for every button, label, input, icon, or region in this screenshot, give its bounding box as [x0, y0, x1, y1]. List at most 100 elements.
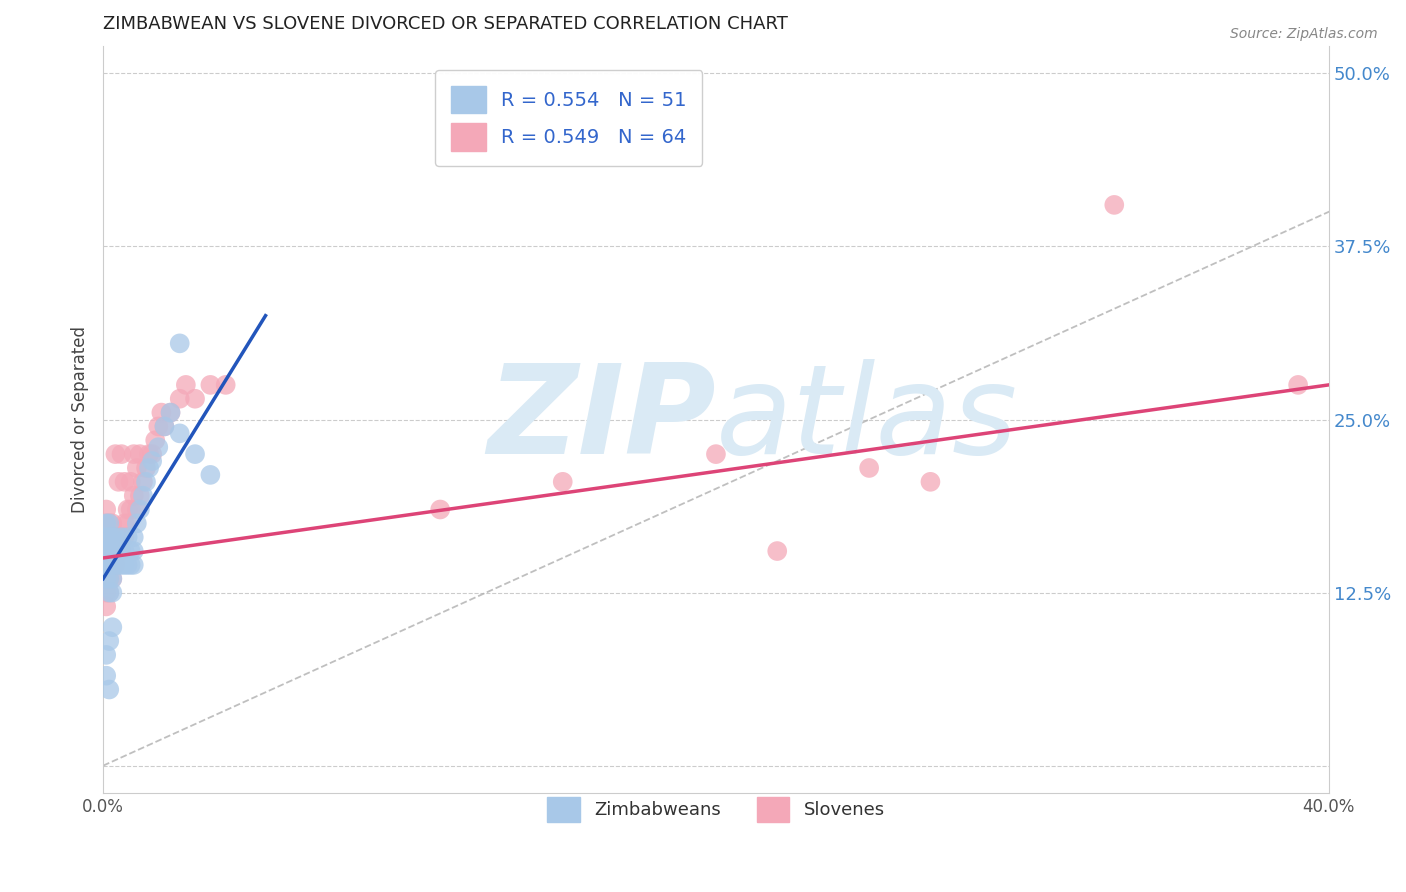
Point [551, 475, 574, 489]
Point [169, 392, 191, 406]
Point [184, 447, 207, 461]
Point [96, 572, 118, 586]
Point [159, 406, 181, 420]
Point [101, 558, 124, 572]
Point [200, 377, 222, 392]
Point [114, 558, 136, 572]
Point [98, 572, 121, 586]
Point [174, 377, 197, 392]
Point [766, 544, 789, 558]
Point [98, 585, 121, 599]
Point [141, 454, 163, 468]
Point [104, 558, 127, 572]
Point [920, 475, 942, 489]
Point [169, 336, 191, 351]
Point [120, 502, 142, 516]
Point [101, 544, 124, 558]
Point [125, 461, 148, 475]
Point [120, 544, 142, 558]
Point [96, 544, 118, 558]
Point [96, 648, 118, 662]
Point [132, 489, 155, 503]
Point [107, 530, 129, 544]
Point [132, 475, 155, 489]
Point [135, 461, 157, 475]
Point [98, 585, 121, 599]
Point [98, 516, 121, 531]
Point [101, 572, 124, 586]
Point [114, 530, 136, 544]
Point [107, 544, 129, 558]
Point [96, 558, 118, 572]
Point [101, 585, 124, 599]
Point [215, 377, 238, 392]
Point [96, 516, 118, 531]
Point [96, 530, 118, 544]
Legend: Zimbabweans, Slovenes: Zimbabweans, Slovenes [533, 782, 900, 837]
Point [98, 530, 121, 544]
Point [117, 530, 139, 544]
Point [101, 516, 124, 531]
Point [117, 516, 139, 531]
Point [122, 530, 145, 544]
Point [858, 461, 880, 475]
Text: atlas: atlas [716, 359, 1018, 480]
Point [153, 419, 176, 434]
Point [120, 558, 142, 572]
Point [114, 516, 136, 531]
Point [98, 558, 121, 572]
Point [114, 475, 136, 489]
Point [1286, 377, 1309, 392]
Point [96, 530, 118, 544]
Point [159, 406, 181, 420]
Point [129, 447, 152, 461]
Point [129, 502, 152, 516]
Text: ZIMBABWEAN VS SLOVENE DIVORCED OR SEPARATED CORRELATION CHART: ZIMBABWEAN VS SLOVENE DIVORCED OR SEPARA… [103, 15, 787, 33]
Point [110, 544, 132, 558]
Point [104, 558, 127, 572]
Point [96, 502, 118, 516]
Point [114, 544, 136, 558]
Point [138, 447, 160, 461]
Point [98, 544, 121, 558]
Point [122, 447, 145, 461]
Point [104, 544, 127, 558]
Point [110, 447, 132, 461]
Point [148, 419, 170, 434]
Point [429, 502, 451, 516]
Point [184, 392, 207, 406]
Point [110, 558, 132, 572]
Point [148, 440, 170, 454]
Point [107, 544, 129, 558]
Point [125, 502, 148, 516]
Point [117, 558, 139, 572]
Point [96, 544, 118, 558]
Point [117, 502, 139, 516]
Point [143, 434, 166, 448]
Point [150, 406, 173, 420]
Point [122, 489, 145, 503]
Point [96, 585, 118, 599]
Point [110, 530, 132, 544]
Point [141, 447, 163, 461]
Point [107, 558, 129, 572]
Point [101, 530, 124, 544]
Point [98, 572, 121, 586]
Point [704, 447, 727, 461]
Point [98, 530, 121, 544]
Point [98, 634, 121, 648]
Point [101, 572, 124, 586]
Point [101, 558, 124, 572]
Point [153, 419, 176, 434]
Point [138, 461, 160, 475]
Point [1104, 198, 1126, 212]
Point [96, 668, 118, 682]
Point [98, 544, 121, 558]
Point [107, 475, 129, 489]
Point [101, 620, 124, 634]
Point [169, 426, 191, 441]
Point [104, 530, 127, 544]
Point [98, 682, 121, 697]
Point [96, 558, 118, 572]
Point [110, 530, 132, 544]
